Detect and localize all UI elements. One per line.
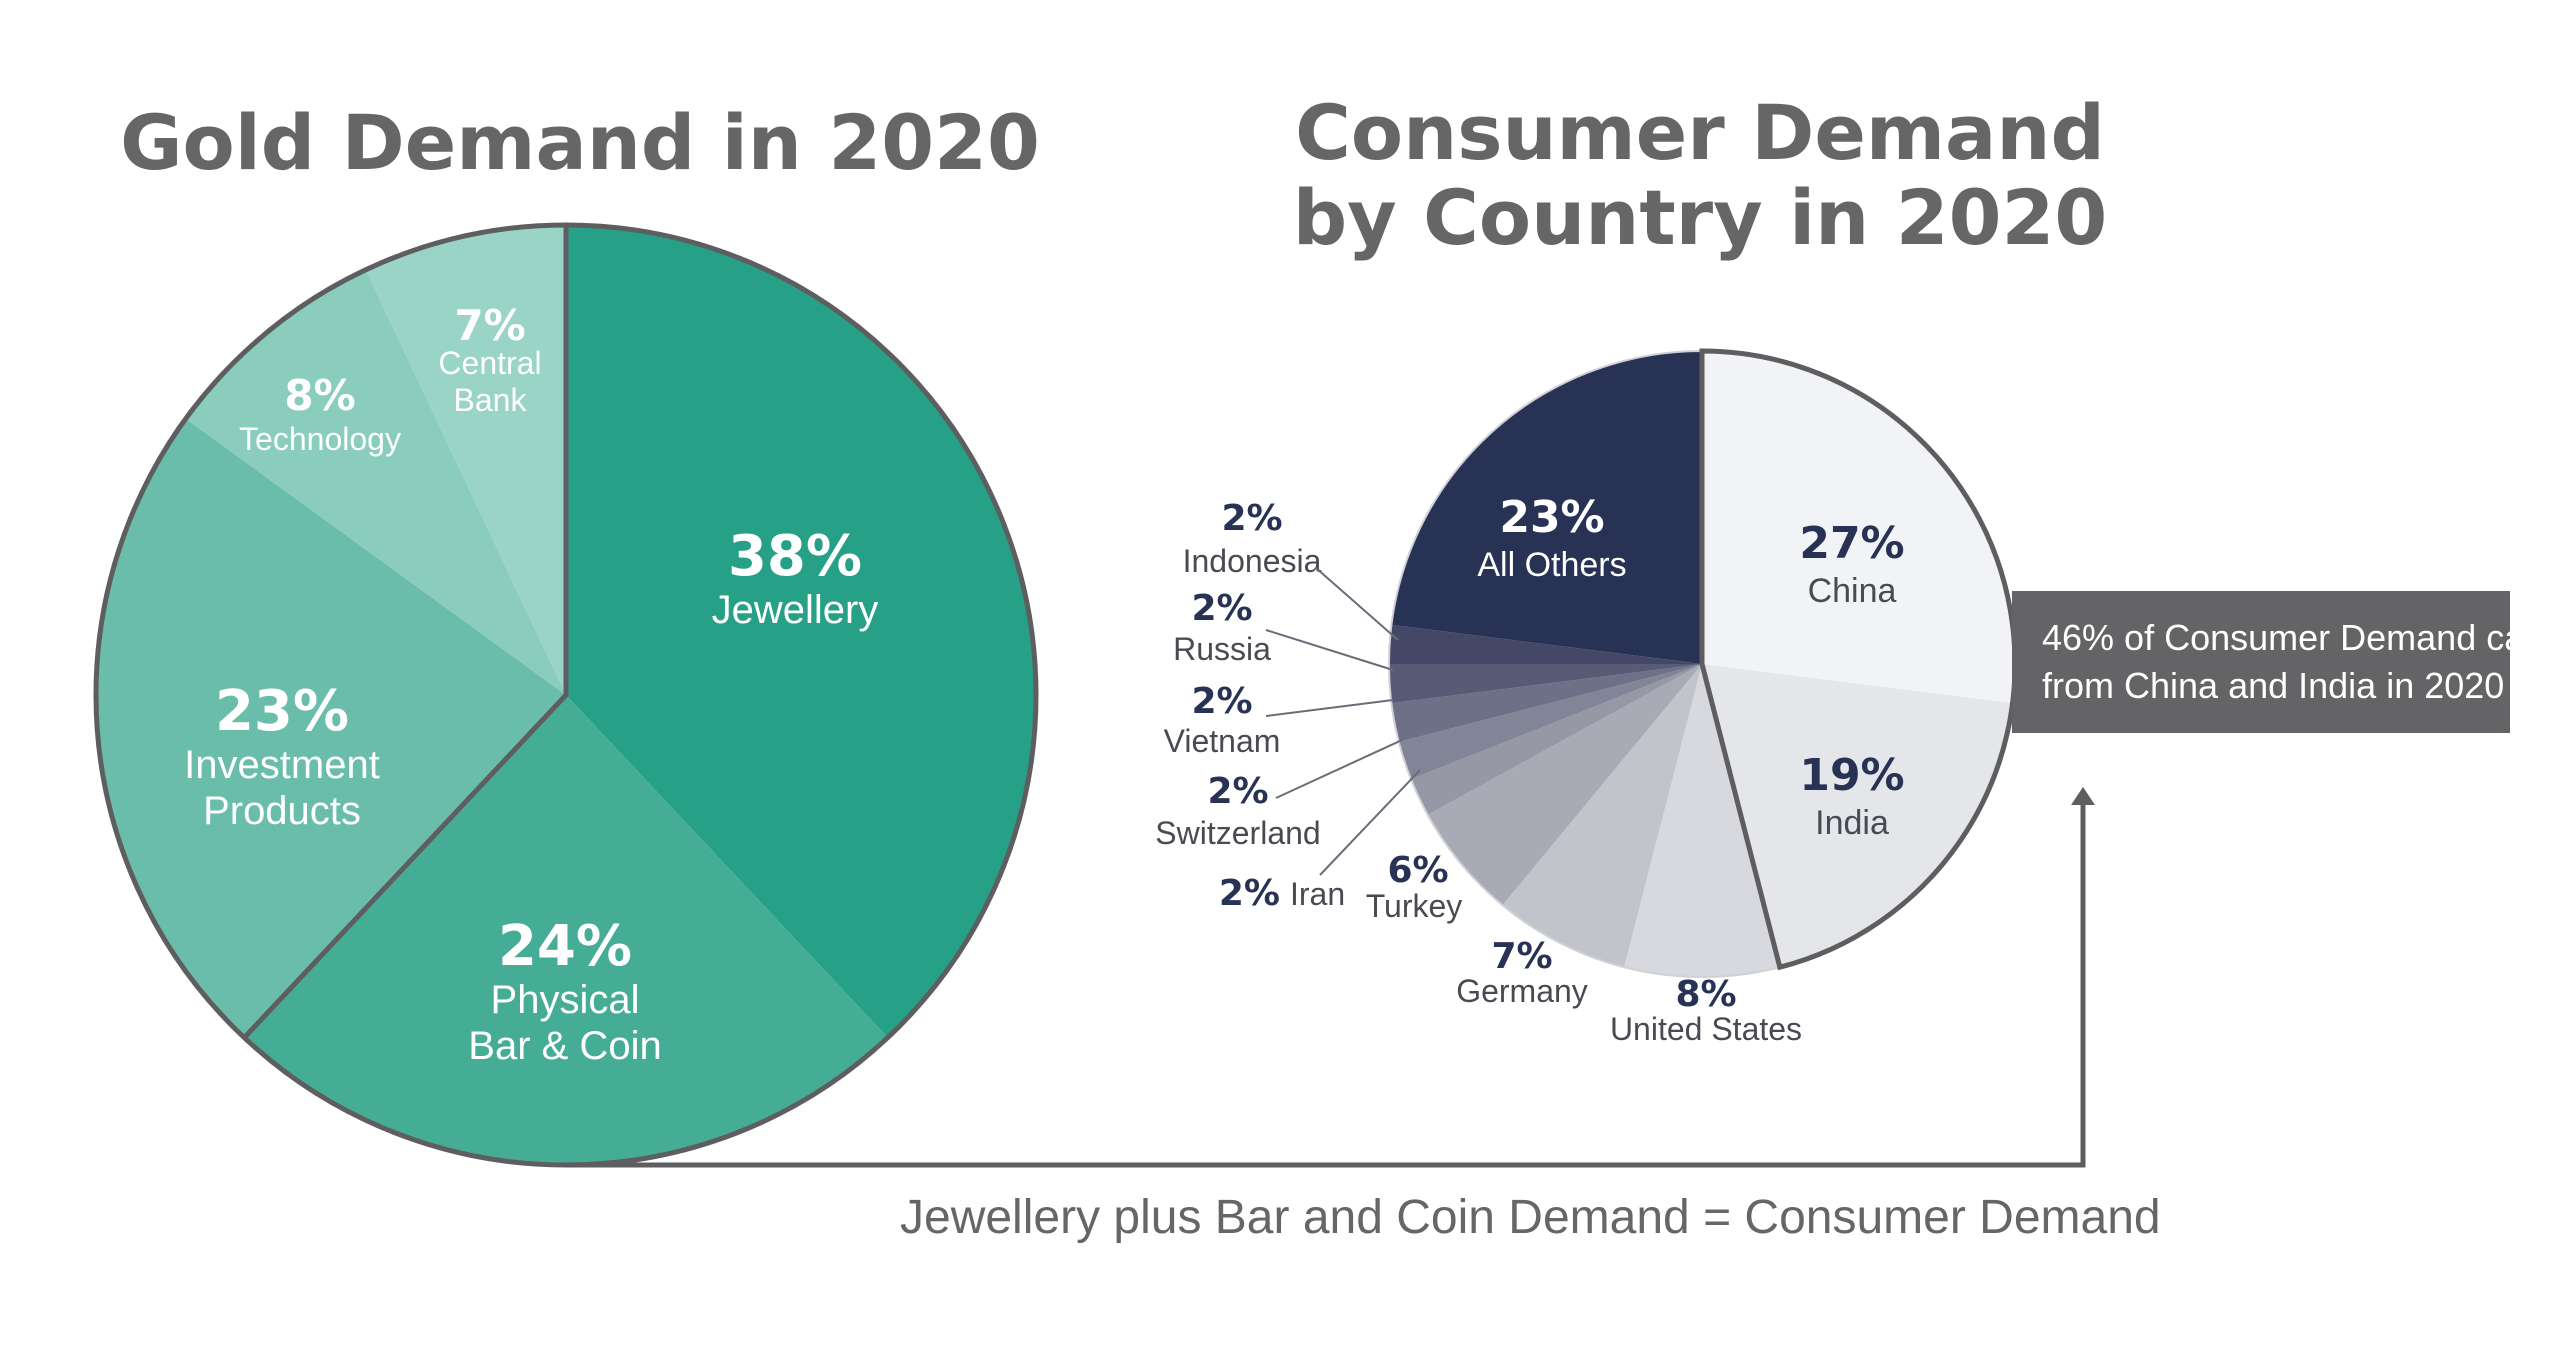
pie-slice-central-bank xyxy=(365,225,566,695)
country-label-all-others-text: All Others xyxy=(1477,546,1626,584)
gold-label-investment-products-text-2: Products xyxy=(203,789,361,833)
country-label-iran-text: Iran xyxy=(1290,876,1345,912)
consumer-demand-title-line-2: by Country in 2020 xyxy=(1292,173,2108,263)
country-label-turkey-value: 6% xyxy=(1387,850,1448,891)
country-label-germany-text: Germany xyxy=(1456,973,1588,1009)
country-label-indonesia-text: Indonesia xyxy=(1183,543,1322,579)
gold-label-central-bank-value: 7% xyxy=(454,301,525,350)
country-label-india-text: India xyxy=(1815,804,1889,842)
country-label-all-others-value: 23% xyxy=(1499,492,1604,543)
callout-line-1: 46% of Consumer Demand came xyxy=(2042,617,2560,659)
gold-label-technology-value: 8% xyxy=(284,371,355,420)
pie-slice-investment-products xyxy=(95,418,566,1038)
pie-slice-indonesia xyxy=(1389,624,1702,664)
country-label-vietnam-value: 2% xyxy=(1191,681,1252,722)
consumer-demand-title: Consumer Demand by Country in 2020 xyxy=(1250,90,2150,260)
connector-line xyxy=(566,800,2086,1168)
pie-slice-switzerland xyxy=(1398,664,1702,780)
country-label-indonesia-leader xyxy=(1315,567,1399,641)
country-label-india-value: 19% xyxy=(1799,750,1904,801)
gold-label-physical-bar-coin-value: 24% xyxy=(498,914,632,979)
connector-arrowhead xyxy=(2071,787,2095,805)
gold-label-physical-bar-coin-text-2: Bar & Coin xyxy=(468,1024,661,1068)
consumer-demand-connector xyxy=(566,787,2095,1168)
footnote: Jewellery plus Bar and Coin Demand = Con… xyxy=(900,1191,2161,1244)
consumer-demand-boundary xyxy=(242,225,569,1040)
country-label-switzerland-text: Switzerland xyxy=(1155,815,1320,851)
country-label-russia-text: Russia xyxy=(1173,631,1271,667)
gold-label-jewellery-text-1: Jewellery xyxy=(712,588,879,632)
china-india-callout: 46% of Consumer Demand came from China a… xyxy=(2012,591,2560,733)
pie-slice-united-states xyxy=(1624,664,1780,977)
gold-demand-title: Gold Demand in 2020 xyxy=(120,98,1040,187)
consumer-demand-title-line-1: Consumer Demand xyxy=(1295,88,2105,177)
country-label-turkey-text: Turkey xyxy=(1366,888,1463,924)
country-label-russia-leader xyxy=(1265,629,1394,671)
pie-slice-india xyxy=(1702,664,2013,968)
callout-line-2: from China and India in 2020 xyxy=(2042,665,2505,706)
pie-slice-jewellery xyxy=(566,225,1036,1038)
pie-slice-technology xyxy=(185,269,566,695)
country-label-switzerland-leader xyxy=(1275,739,1403,799)
country-label-germany-value: 7% xyxy=(1491,936,1552,977)
country-label-iran-value: 2% xyxy=(1219,873,1280,914)
country-label-switzerland-value: 2% xyxy=(1207,771,1268,812)
country-label-russia-value: 2% xyxy=(1191,588,1252,629)
country-label-china-value: 27% xyxy=(1799,518,1904,569)
pie-slice-china xyxy=(1702,351,2015,704)
gold-label-central-bank-text-2: Bank xyxy=(454,382,528,418)
gold-label-physical-bar-coin-text-1: Physical xyxy=(491,978,640,1022)
pie-slice-germany xyxy=(1502,664,1702,968)
gold-label-jewellery-value: 38% xyxy=(728,524,862,589)
pie-slice-russia xyxy=(1389,664,1702,704)
gold-label-central-bank-text-1: Central xyxy=(438,345,541,381)
consumer-demand-pie: 27%China 19%India 23%All Others 2% Indonesia… xyxy=(1155,348,2018,1047)
pie-slice-vietnam xyxy=(1391,664,1702,742)
pie-slice-turkey xyxy=(1427,664,1702,906)
country-label-iran-leader xyxy=(1319,769,1421,876)
country-label-vietnam-text: Vietnam xyxy=(1164,723,1281,759)
pie-slice-iran xyxy=(1410,664,1702,815)
country-label-china-text: China xyxy=(1808,572,1897,610)
pie-slice-all-others xyxy=(1391,351,1702,664)
gold-label-investment-products-value: 23% xyxy=(215,679,349,744)
country-label-indonesia-value: 2% xyxy=(1221,498,1282,539)
pie-slice-physical-bar-coin xyxy=(244,695,888,1165)
country-label-united-states-value: 8% xyxy=(1675,974,1736,1015)
country-label-vietnam-leader xyxy=(1265,699,1394,717)
gold-label-technology-text-1: Technology xyxy=(239,421,401,457)
gold-label-investment-products-text-1: Investment xyxy=(184,743,380,787)
country-label-united-states-text: United States xyxy=(1610,1011,1802,1047)
